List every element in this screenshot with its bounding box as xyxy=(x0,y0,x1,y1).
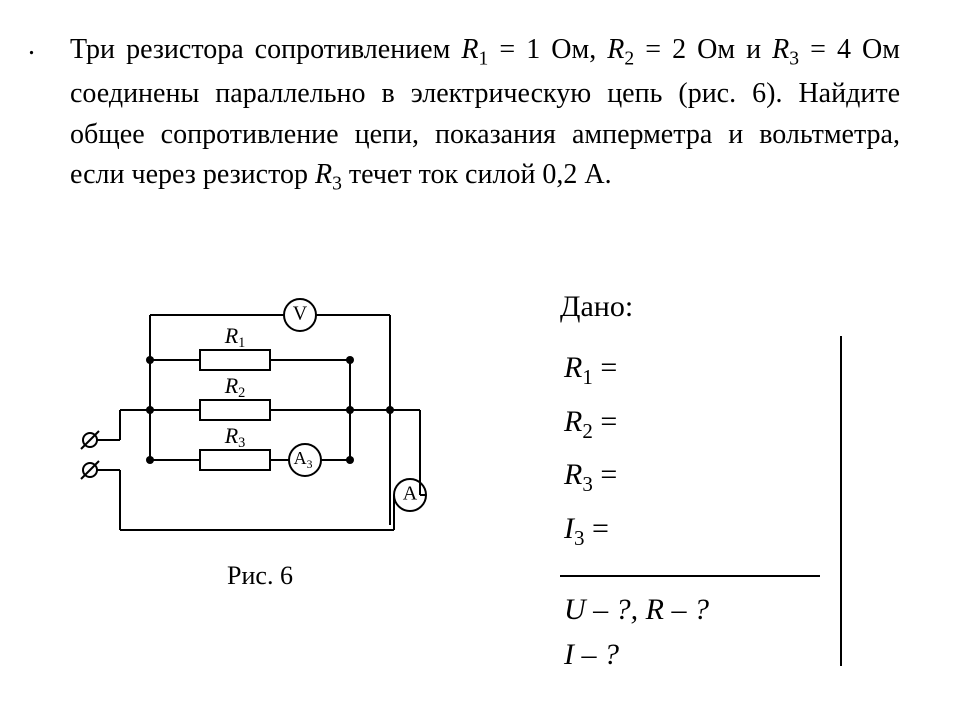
svg-text:R1: R1 xyxy=(224,323,246,351)
svg-text:R3: R3 xyxy=(224,423,246,451)
given-title: Дано: xyxy=(560,290,920,324)
given-block: Дано: R1 =R2 =R3 =I3 = U – ?, R – ? I – … xyxy=(560,290,920,677)
svg-text:A: A xyxy=(403,483,418,505)
leading-period: . xyxy=(28,30,35,62)
given-line: R3 = xyxy=(564,449,920,503)
given-list: R1 =R2 =R3 =I3 = xyxy=(560,342,920,557)
svg-text:V: V xyxy=(293,303,308,325)
given-line: R1 = xyxy=(564,342,920,396)
given-line: R2 = xyxy=(564,396,920,450)
circuit-diagram: R1R2A3R3VA Рис. 6 xyxy=(60,290,460,591)
figure-caption: Рис. 6 xyxy=(60,561,460,591)
find-line-2: I – ? xyxy=(564,632,920,677)
svg-text:R2: R2 xyxy=(224,373,246,401)
problem-text: Три резистора сопротивлением R1 = 1 Ом, … xyxy=(70,30,900,199)
solution-divider-vertical xyxy=(840,336,842,666)
find-block: U – ?, R – ? I – ? xyxy=(560,587,920,677)
find-line-1: U – ?, R – ? xyxy=(564,587,920,632)
given-separator xyxy=(560,575,820,577)
given-line: I3 = xyxy=(564,503,920,557)
